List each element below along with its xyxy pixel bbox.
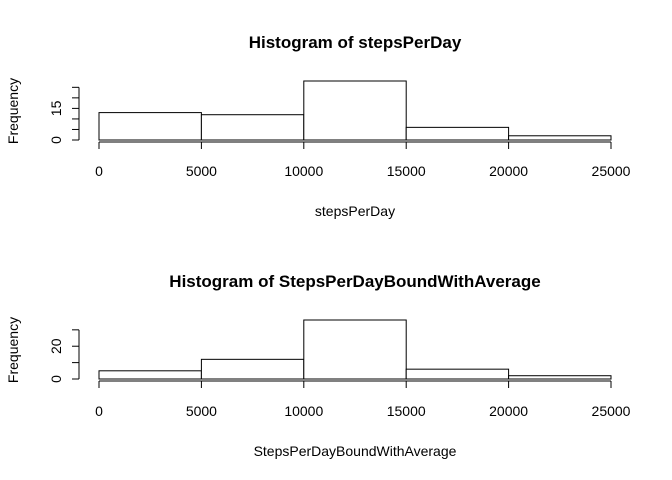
histogram-panel-steps-bound-with-average: Histogram of StepsPerDayBoundWithAverage… [5,272,631,459]
x-tick-label: 0 [95,403,103,419]
histogram-bar [508,135,612,141]
x-tick-label: 20000 [489,163,528,179]
chart-title: Histogram of stepsPerDay [249,33,462,52]
histogram-bar [303,80,407,141]
y-tick-label: 20 [48,338,64,354]
histogram-bar [303,319,407,380]
x-tick-label: 20000 [489,403,528,419]
histogram-bar [200,358,305,380]
x-tick-label: 10000 [284,403,323,419]
x-tick-label: 25000 [592,163,631,179]
x-tick-label: 5000 [186,403,217,419]
histogram-bar [98,112,202,141]
y-tick-label: 0 [48,375,64,383]
x-tick-label: 0 [95,163,103,179]
y-tick-label: 15 [48,100,64,116]
x-axis-label: StepsPerDayBoundWithAverage [254,443,457,459]
histogram-bar [405,126,510,141]
y-tick-label: 0 [48,136,64,144]
x-tick-label: 15000 [387,403,426,419]
x-tick-label: 10000 [284,163,323,179]
x-tick-label: 5000 [186,163,217,179]
x-tick-label: 15000 [387,163,426,179]
y-axis-label: Frequency [5,317,21,383]
chart-title: Histogram of StepsPerDayBoundWithAverage [169,272,540,291]
x-axis-label: stepsPerDay [315,203,395,219]
histogram-bar [98,370,202,380]
x-tick-label: 25000 [592,403,631,419]
histogram-bar [200,114,305,141]
y-axis-label: Frequency [5,78,21,144]
histogram-bar [405,368,510,380]
histogram-panel-steps-per-day: Histogram of stepsPerDay 0 5000 10000 15000 2… [5,33,631,219]
